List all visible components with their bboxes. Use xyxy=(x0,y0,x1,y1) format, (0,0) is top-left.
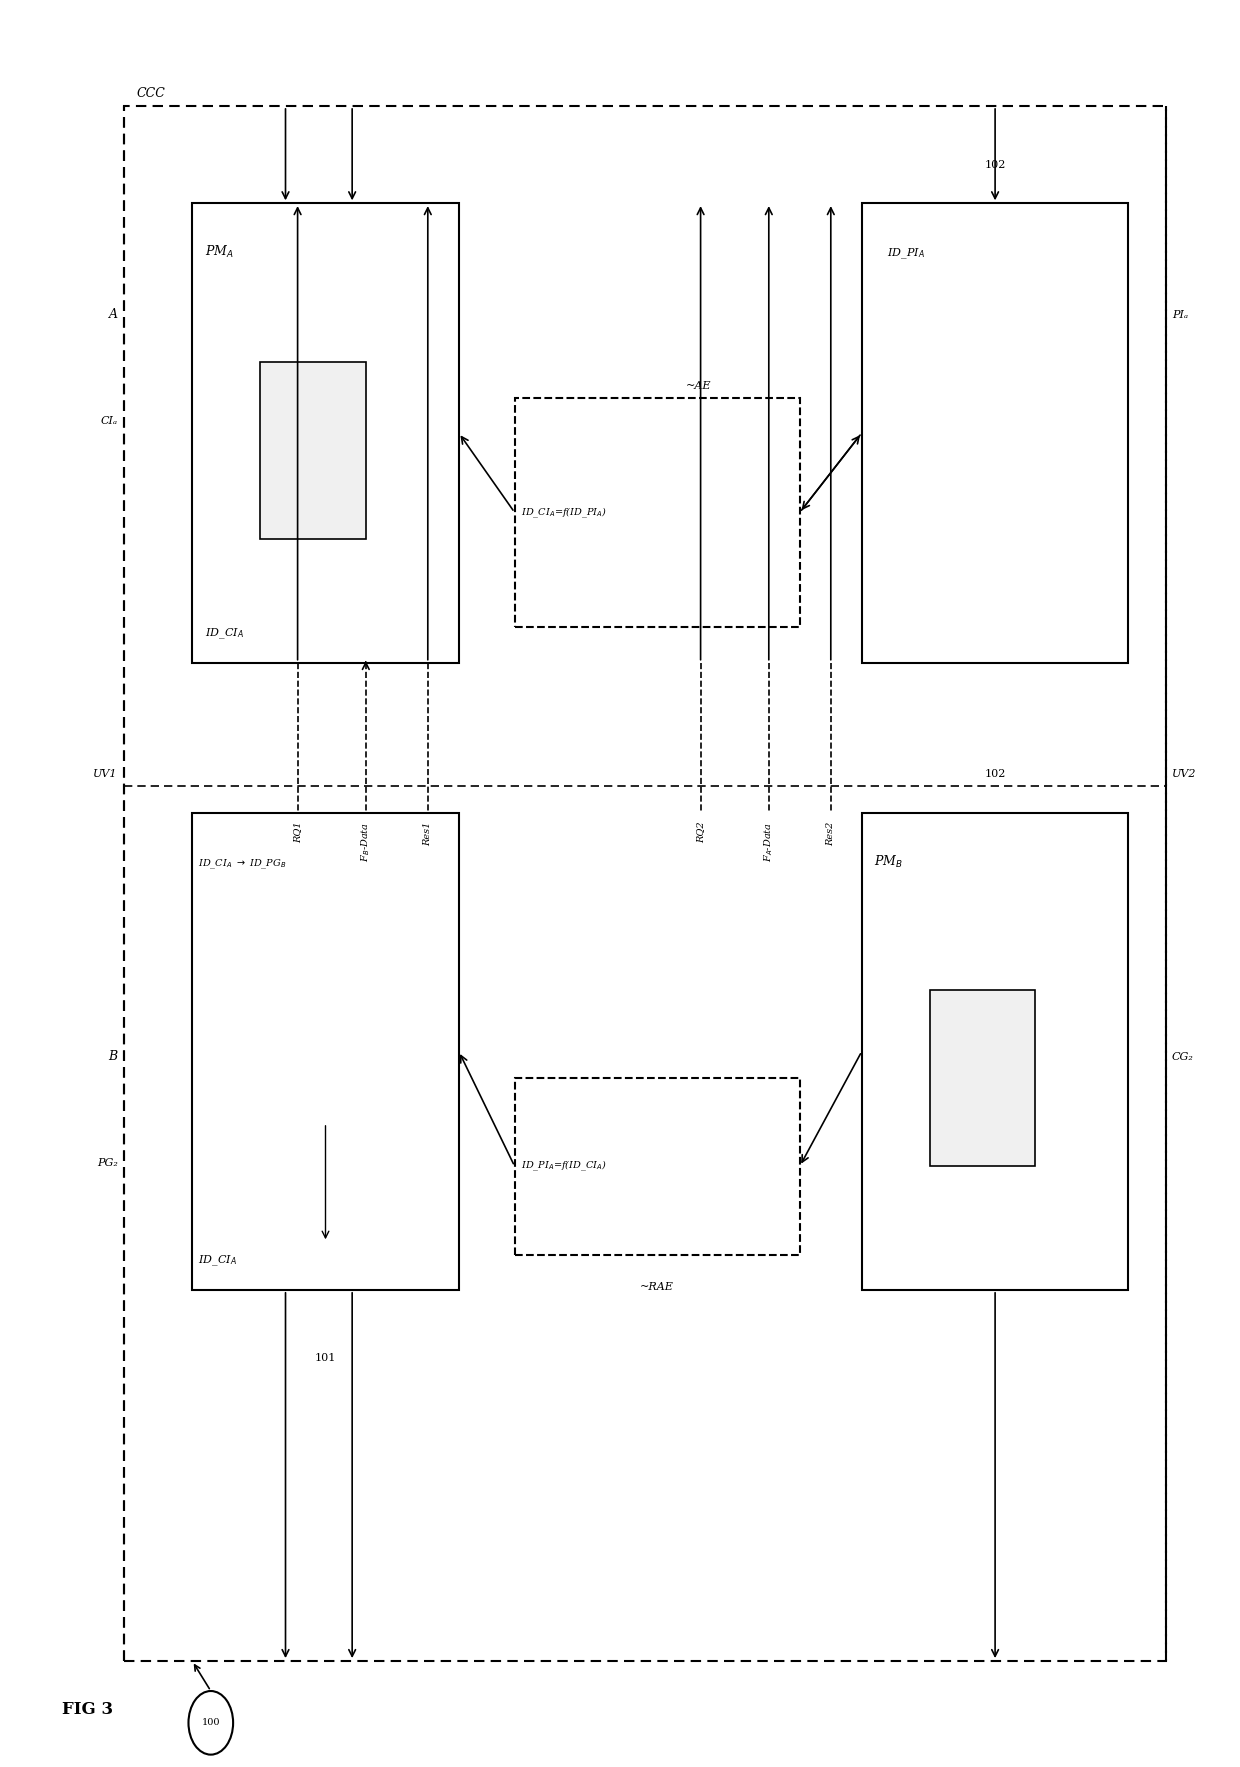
Text: Res1: Res1 xyxy=(423,822,433,846)
Text: 102: 102 xyxy=(985,159,1006,170)
Text: ID_PI$_A$=f(ID_CI$_A$): ID_PI$_A$=f(ID_CI$_A$) xyxy=(521,1159,606,1173)
Text: ID_CI$_A$=f(ID_PI$_A$): ID_CI$_A$=f(ID_PI$_A$) xyxy=(521,505,606,519)
Text: ID_CI$_A$ $\rightarrow$ ID_PG$_B$: ID_CI$_A$ $\rightarrow$ ID_PG$_B$ xyxy=(198,857,286,871)
FancyBboxPatch shape xyxy=(862,813,1128,1290)
FancyBboxPatch shape xyxy=(862,203,1128,663)
Text: ID_CI$_A$: ID_CI$_A$ xyxy=(198,1253,237,1269)
Text: CG₂: CG₂ xyxy=(1172,1051,1194,1062)
Text: RQ1: RQ1 xyxy=(293,822,303,843)
Text: ID_PI$_A$: ID_PI$_A$ xyxy=(887,246,924,262)
Text: ID_CI$_A$: ID_CI$_A$ xyxy=(205,626,243,641)
Text: PM$_A$: PM$_A$ xyxy=(205,244,233,260)
Text: FIG 3: FIG 3 xyxy=(62,1702,113,1718)
Text: PG₂: PG₂ xyxy=(97,1157,118,1168)
FancyBboxPatch shape xyxy=(192,813,459,1290)
Text: UV1: UV1 xyxy=(93,769,118,779)
Text: ~RAE: ~RAE xyxy=(640,1281,675,1292)
Text: UV2: UV2 xyxy=(1172,769,1197,779)
Text: CIₐ: CIₐ xyxy=(100,415,118,426)
FancyBboxPatch shape xyxy=(515,1078,800,1255)
Text: A: A xyxy=(109,307,118,322)
Text: CCC: CCC xyxy=(136,87,165,101)
Text: ~AE: ~AE xyxy=(686,380,712,391)
Text: 100: 100 xyxy=(202,1718,219,1728)
Text: B: B xyxy=(109,1050,118,1064)
Text: 102: 102 xyxy=(985,769,1006,779)
Text: F$_A$-Data: F$_A$-Data xyxy=(763,822,775,862)
Text: RQ2: RQ2 xyxy=(696,822,706,843)
FancyBboxPatch shape xyxy=(930,990,1035,1166)
FancyBboxPatch shape xyxy=(515,398,800,627)
Text: PIₐ: PIₐ xyxy=(1172,309,1188,320)
Text: 101: 101 xyxy=(315,1352,336,1362)
Text: PM$_B$: PM$_B$ xyxy=(874,853,903,869)
Text: F$_B$-Data: F$_B$-Data xyxy=(360,822,372,862)
FancyBboxPatch shape xyxy=(260,362,366,539)
Text: Res2: Res2 xyxy=(826,822,836,846)
FancyBboxPatch shape xyxy=(124,106,1166,1661)
FancyBboxPatch shape xyxy=(192,203,459,663)
Circle shape xyxy=(188,1691,233,1755)
